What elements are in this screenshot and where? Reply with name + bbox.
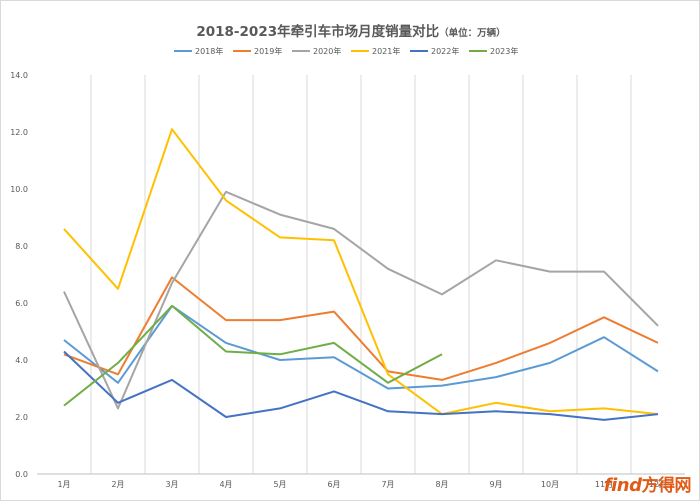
series-line-2018年 [63, 304, 659, 390]
legend-label: 2018年 [195, 46, 223, 56]
series-line-2020年 [63, 190, 659, 410]
y-tick-label: 10.0 [10, 185, 28, 194]
watermark-logo: find方得网 [603, 471, 692, 496]
x-tick-label: 1月 [57, 480, 70, 489]
y-axis-ticks: 0.0 2.0 4.0 6.0 8.0 10.0 12.0 14.0 [10, 71, 28, 479]
legend-label: 2021年 [372, 46, 400, 56]
x-tick-label: 4月 [219, 480, 232, 489]
x-tick-label: 11月 [595, 480, 613, 489]
x-tick-label: 9月 [489, 480, 502, 489]
x-tick-label: 5月 [273, 480, 286, 489]
y-tick-label: 2.0 [15, 413, 28, 422]
y-tick-label: 12.0 [10, 128, 28, 137]
y-tick-label: 4.0 [15, 356, 28, 365]
legend-label: 2020年 [313, 46, 341, 56]
series-line-2021年 [63, 128, 659, 416]
y-tick-label: 6.0 [15, 299, 28, 308]
watermark-cn: 方得网 [641, 476, 692, 496]
y-tick-label: 0.0 [15, 470, 28, 479]
x-axis-ticks: 1月 2月 3月 4月 5月 6月 7月 8月 9月 10月 11月 12月 [57, 480, 667, 489]
x-tick-label: 10月 [541, 480, 559, 489]
x-tick-label: 12月 [649, 480, 667, 489]
series-line-2023年 [63, 304, 443, 407]
x-tick-label: 8月 [435, 480, 448, 489]
y-tick-label: 14.0 [10, 71, 28, 80]
x-tick-label: 7月 [381, 480, 394, 489]
legend: 2018年 2019年 2020年 2021年 2022年 2023年 [174, 46, 518, 56]
series-lines [63, 128, 659, 421]
series-line-2019年 [63, 276, 659, 381]
watermark-latin: find [603, 475, 642, 496]
legend-label: 2023年 [490, 46, 518, 56]
x-tick-label: 6月 [327, 480, 340, 489]
chart-title: 2018-2023年牵引车市场月度销量对比（单位：万辆） [1, 20, 700, 40]
x-tick-label: 2月 [111, 480, 124, 489]
series-line-2022年 [63, 350, 659, 421]
y-tick-label: 8.0 [15, 242, 28, 251]
chart-title-unit: （单位：万辆） [439, 28, 506, 39]
legend-label: 2022年 [431, 46, 459, 56]
chart-title-text: 2018-2023年牵引车市场月度销量对比 [196, 24, 440, 40]
x-tick-label: 3月 [165, 480, 178, 489]
legend-label: 2019年 [254, 46, 282, 56]
